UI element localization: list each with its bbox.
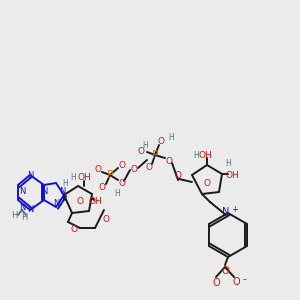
Text: N: N [59, 188, 65, 196]
Text: O: O [158, 136, 164, 146]
Text: H: H [114, 188, 120, 197]
Text: H: H [225, 158, 231, 167]
Text: H: H [11, 211, 17, 220]
Text: N: N [41, 188, 47, 196]
Text: N: N [27, 206, 33, 214]
Text: OH: OH [88, 197, 102, 206]
Text: O: O [221, 266, 229, 276]
Text: O: O [103, 215, 110, 224]
Text: O: O [94, 164, 101, 173]
Text: O: O [166, 157, 172, 166]
Text: N: N [27, 170, 33, 179]
Text: O: O [118, 178, 125, 188]
Text: H: H [62, 178, 68, 188]
Text: OH: OH [225, 170, 239, 179]
Text: N: N [53, 200, 59, 208]
Text: H: H [168, 133, 174, 142]
Text: H: H [70, 173, 76, 182]
Text: O: O [98, 182, 106, 191]
Text: O: O [232, 277, 240, 287]
Text: H: H [193, 151, 199, 160]
Text: O: O [118, 160, 125, 169]
Text: O: O [212, 278, 220, 288]
Text: O: O [70, 224, 77, 233]
Text: O: O [175, 172, 182, 181]
Text: N: N [19, 188, 25, 196]
Text: O: O [76, 197, 83, 206]
Text: O: O [203, 178, 211, 188]
Text: P: P [106, 170, 113, 180]
Text: OH: OH [77, 173, 91, 182]
Text: N: N [19, 202, 25, 211]
Text: +: + [232, 205, 238, 214]
Text: H: H [142, 140, 148, 149]
Text: N: N [222, 207, 230, 217]
Text: O: O [137, 146, 145, 155]
Text: H: H [21, 214, 27, 223]
Text: O: O [146, 163, 152, 172]
Text: -: - [242, 274, 246, 284]
Text: P: P [152, 150, 158, 160]
Text: OH: OH [198, 151, 212, 160]
Text: O: O [130, 166, 137, 175]
